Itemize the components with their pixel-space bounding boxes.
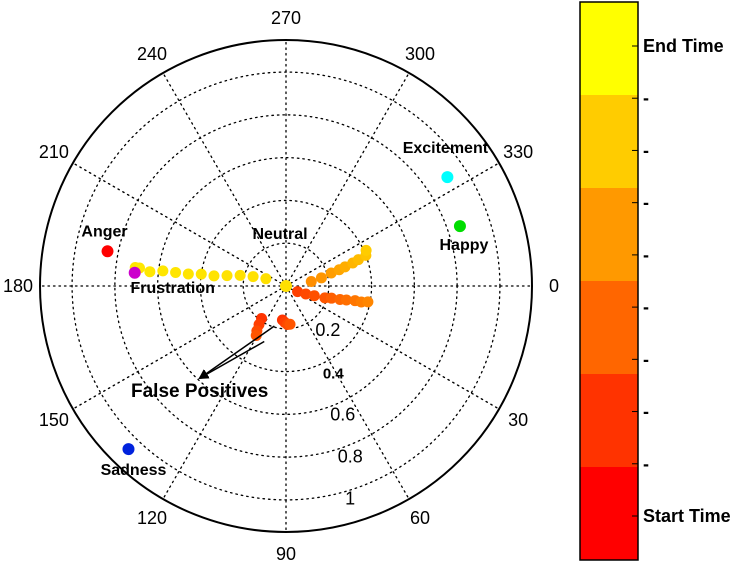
annotations: False Positives bbox=[131, 325, 275, 402]
colorbar-frame bbox=[579, 1, 639, 561]
colorbar-tick-label: - bbox=[643, 349, 649, 369]
colorbar-tick-label: End Time bbox=[643, 36, 724, 56]
angle-tick-label: 330 bbox=[503, 142, 533, 162]
trajectory-point bbox=[284, 318, 296, 330]
anger-label: Anger bbox=[81, 223, 127, 240]
radial-tick-label: 0.2 bbox=[315, 320, 340, 340]
trajectory-point bbox=[182, 268, 194, 280]
neutral-label: Neutral bbox=[252, 226, 307, 243]
false-positive-arrow bbox=[198, 325, 275, 380]
angle-tick-label: 90 bbox=[276, 544, 296, 563]
angle-tick-label: 180 bbox=[3, 276, 33, 296]
trajectory-point bbox=[360, 244, 372, 256]
colorbar-segment bbox=[580, 467, 638, 560]
happy-label: Happy bbox=[439, 237, 488, 254]
trajectory-point bbox=[234, 269, 246, 281]
trajectory-point bbox=[300, 288, 312, 300]
spoke-60 bbox=[285, 285, 410, 500]
sadness-marker bbox=[122, 443, 135, 456]
trajectory-point bbox=[325, 292, 337, 304]
trajectory-point bbox=[340, 294, 352, 306]
colorbar-segment bbox=[580, 374, 638, 467]
spoke-150 bbox=[72, 285, 287, 410]
neutral-point bbox=[280, 280, 292, 292]
trajectory-point bbox=[250, 330, 262, 342]
emotion-markers: Excitement Happy Anger Frustration Sadness Ne… bbox=[81, 140, 488, 479]
trajectory-point bbox=[315, 272, 327, 284]
trajectory-point bbox=[308, 290, 320, 302]
trajectory-point bbox=[305, 276, 317, 288]
frustration-label: Frustration bbox=[130, 280, 214, 297]
radial-tick-labels: 0.2 0.4 0.6 0.8 1 bbox=[315, 320, 362, 509]
colorbar: Start Time - - - - - - - - End Time bbox=[579, 1, 731, 561]
spoke-210 bbox=[72, 162, 287, 287]
angle-tick-label: 240 bbox=[137, 44, 167, 64]
spoke-300 bbox=[285, 72, 410, 287]
colorbar-segment bbox=[580, 281, 638, 374]
spoke-330 bbox=[285, 162, 500, 287]
angle-tick-label: 0 bbox=[549, 276, 559, 296]
colorbar-tick-label: Start Time bbox=[643, 506, 731, 526]
polar-grid bbox=[39, 39, 533, 533]
outer-ring bbox=[39, 39, 533, 533]
frustration-marker bbox=[128, 266, 141, 279]
angle-tick-label: 120 bbox=[137, 508, 167, 528]
angle-tick-label: 60 bbox=[410, 508, 430, 528]
radial-tick-label: 0.4 bbox=[323, 365, 345, 382]
colorbar-segment bbox=[580, 2, 638, 95]
spoke-120 bbox=[162, 285, 287, 500]
trajectory-point bbox=[157, 265, 169, 277]
trajectory-point bbox=[260, 273, 272, 285]
sadness-label: Sadness bbox=[101, 462, 167, 479]
radial-tick-label: 0.8 bbox=[338, 447, 363, 467]
colorbar-segment bbox=[580, 188, 638, 281]
angle-tick-label: 30 bbox=[508, 410, 528, 430]
angle-tick-label: 150 bbox=[39, 410, 69, 430]
trajectory-point bbox=[144, 266, 156, 278]
false-positive-arrow bbox=[198, 340, 265, 379]
trajectory-point bbox=[170, 266, 182, 278]
excitement-label: Excitement bbox=[403, 140, 489, 157]
angle-tick-labels: 0 30 60 90 120 150 180 210 240 270 300 330 bbox=[3, 8, 559, 563]
trajectory-point bbox=[221, 270, 233, 282]
trajectory-points bbox=[129, 244, 374, 342]
radial-tick-label: 1 bbox=[345, 489, 355, 509]
colorbar-tick-label: - bbox=[643, 193, 649, 213]
trajectory-point bbox=[247, 271, 259, 283]
spoke-240 bbox=[162, 72, 287, 287]
angle-tick-label: 300 bbox=[405, 44, 435, 64]
radial-ring-1 bbox=[199, 199, 373, 373]
colorbar-segment bbox=[580, 95, 638, 188]
happy-marker bbox=[453, 220, 466, 233]
colorbar-tick-label: - bbox=[643, 297, 649, 317]
spoke-30 bbox=[285, 285, 500, 410]
colorbar-tick-label: - bbox=[643, 88, 649, 108]
excitement-marker bbox=[441, 171, 454, 184]
colorbar-tick-label: - bbox=[643, 402, 649, 422]
anger-marker bbox=[101, 245, 114, 258]
trajectory-point bbox=[195, 268, 207, 280]
trajectory-point bbox=[292, 286, 304, 298]
false-positives-label: False Positives bbox=[131, 381, 268, 402]
colorbar-tick-label: - bbox=[643, 140, 649, 160]
colorbar-tick-label: - bbox=[643, 245, 649, 265]
angle-tick-label: 210 bbox=[39, 142, 69, 162]
angle-tick-label: 270 bbox=[271, 8, 301, 28]
colorbar-tick-label: - bbox=[643, 454, 649, 474]
trajectory-point bbox=[208, 270, 220, 282]
trajectory-point bbox=[362, 296, 374, 308]
radial-tick-label: 0.6 bbox=[330, 404, 355, 424]
